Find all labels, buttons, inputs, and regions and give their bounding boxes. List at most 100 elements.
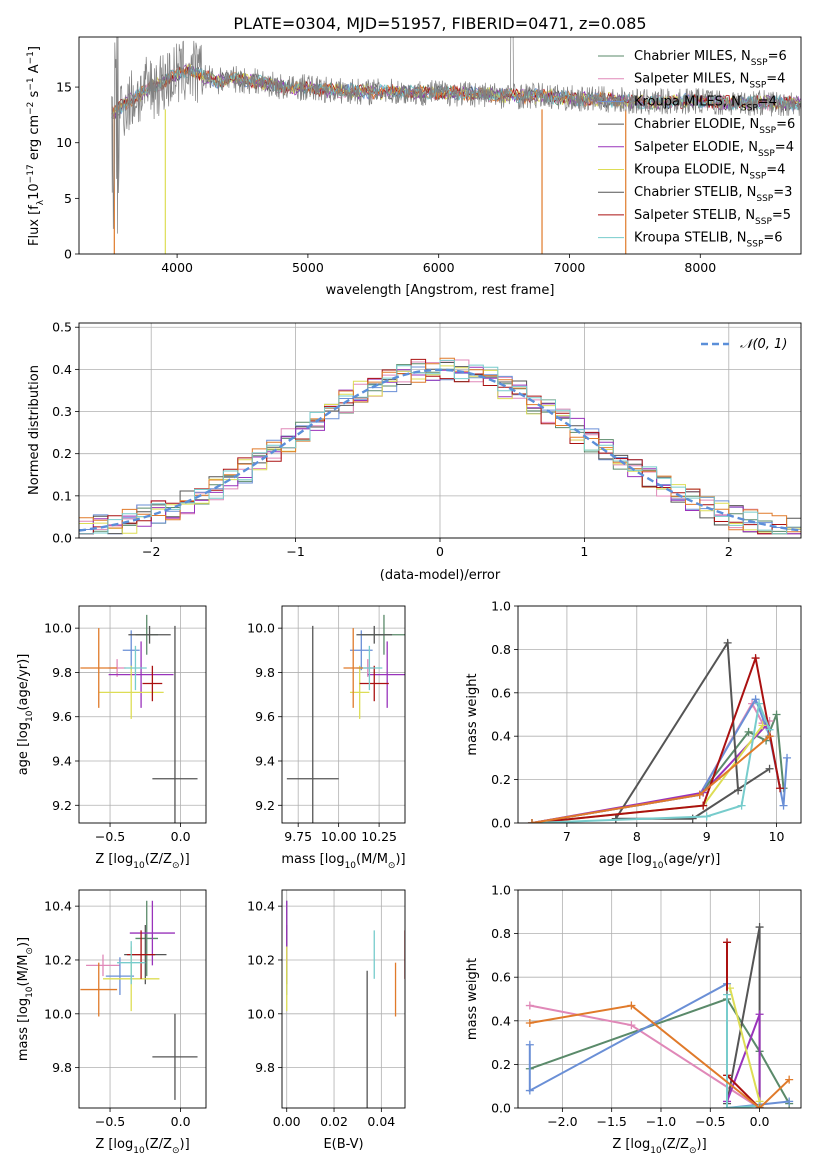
mass-vs-ebv-axes: 0.00 0.02 0.04 9.8 10.0 10.2 10.4 (247, 889, 406, 1129)
weight-marker (723, 638, 732, 647)
y-tick-label: 0.6 (491, 685, 511, 700)
x-tick-label: 1 (580, 544, 588, 559)
x-tick-label: 10.25 (361, 829, 397, 844)
x-tick-label: −1.0 (646, 1114, 676, 1129)
y-tick-label: 9.8 (52, 665, 72, 680)
x-tick-label: 7 (563, 829, 571, 844)
y-axis-label: age [log10(age/yr)] (16, 654, 35, 776)
residuals-plot-area (79, 357, 801, 535)
mass-vs-ebv-plot-area (286, 900, 405, 1108)
axes-frame (517, 605, 802, 824)
y-axis-label: mass weight (465, 673, 480, 755)
residual-histogram (79, 366, 801, 535)
y-tick-label: 0.4 (491, 729, 511, 744)
y-tick-label: 10.2 (44, 952, 72, 967)
x-axis-label: E(B-V) (323, 1137, 363, 1152)
weight-marker (755, 699, 764, 708)
residuals-axes: −2 −1 0 1 2 0.0 0.1 0.2 0.3 0.4 0.5 (52, 320, 802, 559)
mass-vs-Z-axes: −0.5 0.0 9.8 10.0 10.2 10.4 (44, 889, 207, 1129)
age-vs-Z-axes: −0.5 0.0 9.2 9.4 9.6 9.8 10.0 (44, 605, 207, 844)
x-tick-label: −1 (286, 544, 304, 559)
weight-marker (755, 1104, 764, 1108)
x-tick-label: −2 (142, 544, 160, 559)
weight-marker (525, 1086, 534, 1095)
x-tick-label: 2 (725, 544, 733, 559)
x-tick-label: 0.02 (320, 1114, 348, 1129)
legend-entry: Chabrier MILES, NSSP=6 (634, 49, 787, 68)
age-vs-mass-plot-area (286, 614, 405, 823)
normal-curve (79, 368, 801, 532)
x-tick-label: −1.5 (596, 1114, 626, 1129)
weight-marker (785, 1097, 794, 1106)
weight-marker (737, 801, 746, 810)
legend-entry: Salpeter ELODIE, NSSP=4 (634, 140, 794, 159)
x-axis-label: (data-model)/error (380, 568, 501, 583)
y-tick-label: 9.6 (52, 709, 72, 724)
spectrum-axes: 4000 5000 6000 7000 8000 0 5 10 15 (56, 36, 802, 275)
y-tick-label: 0.4 (52, 362, 72, 377)
x-tick-label: 7000 (554, 260, 586, 275)
weight-line (531, 714, 785, 823)
weight-marker (695, 790, 704, 799)
axes-frame (78, 36, 802, 255)
observed-spectrum (111, 37, 801, 234)
residual-histogram (79, 359, 801, 535)
x-tick-label: 5000 (292, 260, 324, 275)
y-axis-label: Normed distribution (27, 365, 42, 495)
x-tick-label: 6000 (423, 260, 455, 275)
weight-vs-Z-plot-area (525, 923, 794, 1108)
weight-marker (527, 819, 536, 823)
x-axis-label: wavelength [Angstrom, rest frame] (326, 283, 555, 298)
x-tick-label: 0.0 (750, 1114, 770, 1129)
weight-marker (783, 753, 792, 762)
weight-marker (525, 1001, 534, 1010)
y-tick-label: 0.4 (491, 1013, 511, 1028)
y-tick-label: 9.6 (255, 709, 275, 724)
residual-histogram (79, 359, 801, 535)
weight-marker (772, 710, 781, 719)
weight-marker (627, 1021, 636, 1030)
y-axis-label: mass [log10(M/M⊙)] (16, 937, 35, 1061)
y-tick-label: 10.0 (44, 621, 72, 636)
axes-frame (78, 322, 802, 539)
weight-line (529, 1004, 790, 1108)
weight-marker (627, 1001, 636, 1010)
weight-marker (765, 732, 774, 741)
residual-histogram (79, 358, 801, 535)
axes-frame (281, 889, 406, 1109)
y-tick-label: 10 (56, 135, 72, 150)
y-tick-label: 15 (56, 80, 72, 95)
legend-entry: Kroupa ELODIE, NSSP=4 (634, 163, 785, 182)
legend-entry: Salpeter MILES, NSSP=4 (634, 72, 785, 91)
weight-marker (765, 764, 774, 773)
weight-marker (699, 801, 708, 810)
weight-marker (758, 721, 767, 730)
x-tick-label: 10.00 (321, 829, 357, 844)
weight-marker (755, 1010, 764, 1019)
weight-marker (688, 814, 697, 823)
x-tick-label: 0.04 (367, 1114, 395, 1129)
legend-entry: Chabrier STELIB, NSSP=3 (634, 185, 792, 204)
y-tick-label: 0.0 (491, 1101, 511, 1116)
y-tick-label: 0.2 (491, 772, 511, 787)
y-tick-label: 0.0 (491, 816, 511, 831)
legend-entry: 𝒩(0, 1) (740, 337, 787, 352)
weight-vs-Z-axes: −2.0 −1.5 −1.0 −0.5 0.0 0.0 0.2 0.4 0.6 0.8 1.0 (491, 883, 802, 1129)
weight-marker (776, 784, 785, 793)
weight-line (529, 997, 791, 1105)
x-axis-label: age [log10(age/yr)] (599, 852, 721, 871)
y-tick-label: 0 (64, 247, 72, 262)
x-tick-label: 0.00 (273, 1114, 301, 1129)
y-tick-label: 5 (64, 191, 72, 206)
y-tick-label: 0.3 (52, 404, 72, 419)
y-tick-label: 9.8 (52, 1060, 72, 1075)
y-tick-label: 1.0 (491, 883, 511, 898)
x-axis-label: Z [log10(Z/Z⊙)] (95, 852, 189, 871)
y-tick-label: 0.1 (52, 488, 72, 503)
weight-line (528, 982, 790, 1108)
axes-frame (78, 605, 207, 824)
y-tick-label: 10.0 (247, 621, 275, 636)
x-axis-label: mass [log10(M/M⊙)] (281, 852, 405, 871)
x-tick-label: −2.0 (547, 1114, 577, 1129)
